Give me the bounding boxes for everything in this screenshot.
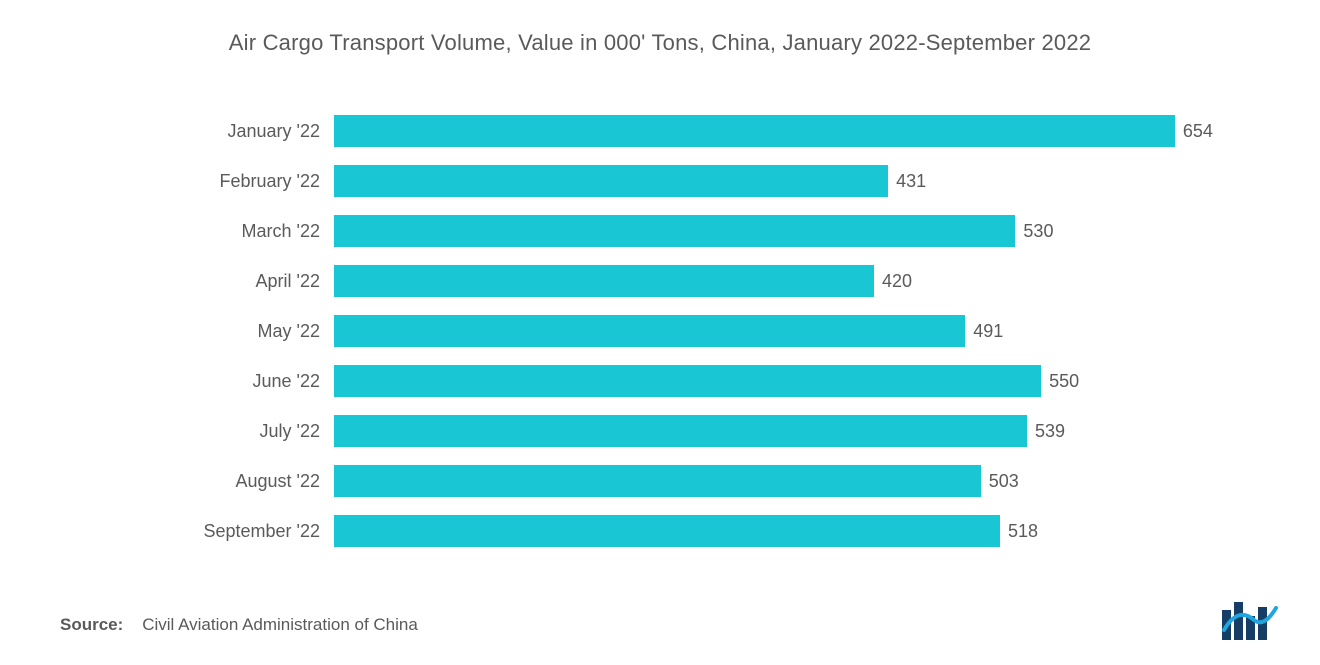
bar-row: February '22 431 — [60, 156, 1260, 206]
bar-row: April '22 420 — [60, 256, 1260, 306]
category-label: August '22 — [60, 471, 334, 492]
chart-area: January '22 654 February '22 431 March '22 53… — [60, 106, 1260, 556]
category-label: June '22 — [60, 371, 334, 392]
bar — [334, 415, 1027, 447]
bar-track: 539 — [334, 406, 1260, 456]
value-label: 420 — [874, 271, 912, 292]
bar — [334, 215, 1015, 247]
category-label: September '22 — [60, 521, 334, 542]
value-label: 431 — [888, 171, 926, 192]
value-label: 550 — [1041, 371, 1079, 392]
category-label: March '22 — [60, 221, 334, 242]
bar-track: 654 — [334, 106, 1260, 156]
value-label: 654 — [1175, 121, 1213, 142]
category-label: January '22 — [60, 121, 334, 142]
value-label: 503 — [981, 471, 1019, 492]
source-line: Source: Civil Aviation Administration of… — [60, 615, 418, 635]
category-label: May '22 — [60, 321, 334, 342]
bar-track: 420 — [334, 256, 1260, 306]
bar — [334, 315, 965, 347]
chart-title: Air Cargo Transport Volume, Value in 000… — [60, 30, 1260, 56]
value-label: 518 — [1000, 521, 1038, 542]
bar — [334, 465, 981, 497]
bar-row: May '22 491 — [60, 306, 1260, 356]
bar — [334, 165, 888, 197]
bar-row: September '22 518 — [60, 506, 1260, 556]
mi-logo-icon — [1220, 602, 1280, 640]
bar-row: July '22 539 — [60, 406, 1260, 456]
bar — [334, 365, 1041, 397]
category-label: April '22 — [60, 271, 334, 292]
bar-row: August '22 503 — [60, 456, 1260, 506]
value-label: 491 — [965, 321, 1003, 342]
bar-track: 518 — [334, 506, 1260, 556]
chart-container: Air Cargo Transport Volume, Value in 000… — [0, 0, 1320, 665]
source-label: Source: — [60, 615, 123, 634]
bar-track: 503 — [334, 456, 1260, 506]
bar — [334, 515, 1000, 547]
value-label: 539 — [1027, 421, 1065, 442]
source-text: Civil Aviation Administration of China — [142, 615, 418, 634]
bar-track: 530 — [334, 206, 1260, 256]
bar-track: 431 — [334, 156, 1260, 206]
value-label: 530 — [1015, 221, 1053, 242]
category-label: July '22 — [60, 421, 334, 442]
bar-row: June '22 550 — [60, 356, 1260, 406]
bar — [334, 265, 874, 297]
bar — [334, 115, 1175, 147]
bar-track: 550 — [334, 356, 1260, 406]
logo-bar-2 — [1234, 602, 1243, 640]
bar-track: 491 — [334, 306, 1260, 356]
category-label: February '22 — [60, 171, 334, 192]
bar-row: January '22 654 — [60, 106, 1260, 156]
bar-row: March '22 530 — [60, 206, 1260, 256]
